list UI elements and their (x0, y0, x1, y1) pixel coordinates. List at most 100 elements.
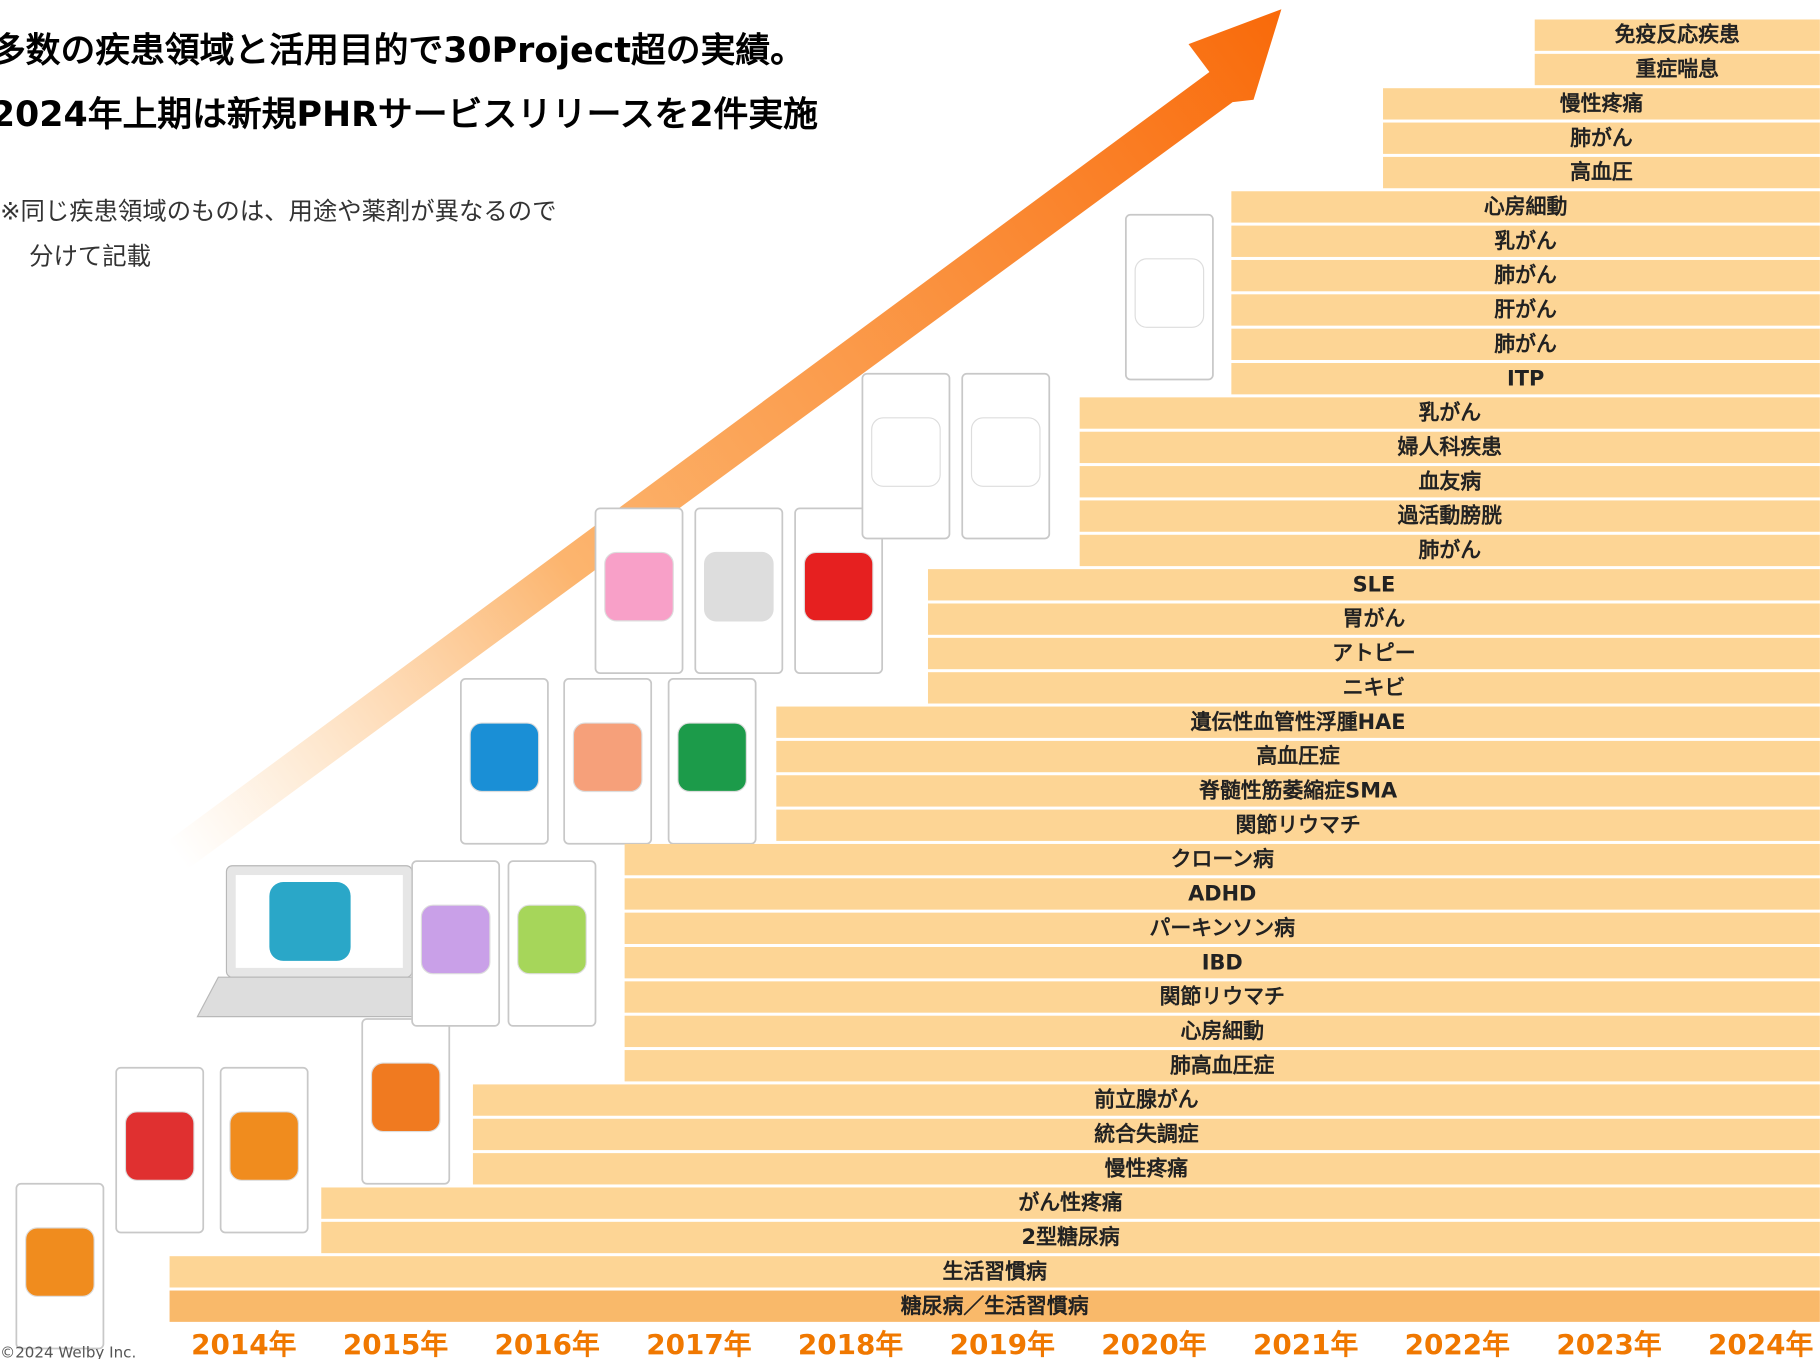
project-label: 脊髄性筋萎縮症SMA (1198, 778, 1398, 802)
project-label: SLE (1353, 572, 1396, 596)
app-icon (469, 722, 540, 793)
project-label: 関節リウマチ (1235, 813, 1360, 837)
year-label: 2018年 (798, 1328, 903, 1359)
project-label: アトピー (1332, 641, 1416, 665)
year-label: 2015年 (343, 1328, 448, 1359)
project-bar (624, 1015, 1820, 1048)
project-label: 関節リウマチ (1160, 985, 1285, 1009)
phone (361, 1018, 451, 1185)
project-bar (776, 775, 1820, 807)
growth-arrow (162, 9, 1282, 871)
app-icon (572, 722, 643, 793)
project-label: 統合失調症 (1094, 1122, 1198, 1146)
year-label: 2021年 (1253, 1328, 1358, 1359)
project-bar (927, 637, 1820, 670)
project-bar (624, 981, 1820, 1013)
project-label: 乳がん (1494, 229, 1557, 253)
app-icon (517, 904, 587, 975)
project-bar (321, 1221, 1820, 1254)
app-icon (1134, 258, 1205, 328)
project-label: 肺がん (1494, 263, 1557, 287)
phone (861, 372, 951, 540)
phone (594, 507, 684, 674)
project-label: 糖尿病／生活習慣病 (901, 1294, 1089, 1318)
project-bar (1231, 363, 1820, 395)
project-bar (1231, 259, 1820, 292)
project-bar (1383, 156, 1820, 189)
project-bar (1231, 328, 1820, 361)
project-label: 過活動膀胱 (1398, 504, 1503, 528)
project-label: 遺伝性血管性浮腫HAE (1191, 710, 1406, 734)
app-icon (871, 417, 941, 487)
project-label: 婦人科疾患 (1397, 435, 1503, 459)
year-label: 2017年 (646, 1328, 751, 1359)
year-label: 2024年 (1708, 1328, 1813, 1359)
app-icon (604, 551, 674, 622)
project-label: 前立腺がん (1094, 1088, 1198, 1112)
app-icon (704, 551, 774, 622)
title-line: 多数の疾患領域と活用目的で30Project超の実績。 (0, 30, 805, 71)
project-label: 肺高血圧症 (1170, 1053, 1274, 1077)
project-label: 重症喘息 (1636, 57, 1720, 81)
devices (15, 213, 1214, 1350)
project-label: 乳がん (1418, 401, 1481, 425)
project-bar (1231, 191, 1820, 223)
project-bar (1534, 53, 1820, 86)
phone (1124, 213, 1214, 381)
year-label: 2019年 (950, 1328, 1055, 1359)
year-label: 2014年 (191, 1328, 296, 1359)
project-label: 心房細動 (1180, 1019, 1263, 1043)
phone (507, 860, 597, 1027)
app-icon (677, 722, 747, 793)
app-icon (370, 1062, 441, 1133)
project-label: パーキンソン病 (1149, 916, 1295, 940)
phone (961, 372, 1051, 540)
project-label: 肺がん (1418, 538, 1481, 562)
note-line: 分けて記載 (29, 242, 151, 271)
project-label: 高血圧 (1570, 160, 1633, 184)
project-label: 高血圧症 (1256, 744, 1340, 768)
project-bar (1231, 294, 1820, 326)
project-label: ニキビ (1343, 675, 1406, 699)
year-label: 2016年 (495, 1328, 600, 1359)
project-bar (1383, 122, 1820, 154)
phone (219, 1066, 309, 1234)
note-line: ※同じ疾患領域のものは、用途や薬剤が異なるので (0, 196, 556, 225)
app-icon (124, 1111, 195, 1181)
title-line: 2024年上期は新規PHRサービスリリースを2件実施 (0, 95, 818, 135)
project-label: ITP (1507, 366, 1544, 390)
project-bar (472, 1084, 1820, 1116)
project-bar (1079, 431, 1820, 464)
project-label: クローン病 (1171, 847, 1274, 871)
app-icon (420, 904, 491, 975)
copyright: ©2024 Welby Inc. (0, 1344, 136, 1359)
phone (694, 507, 784, 674)
project-bar (1231, 225, 1820, 257)
year-label: 2020年 (1101, 1328, 1206, 1359)
project-bar (169, 1256, 1820, 1288)
project-label: 2型糖尿病 (1022, 1225, 1120, 1249)
project-label: 肺がん (1494, 332, 1557, 356)
project-label: 心房細動 (1484, 195, 1568, 219)
project-bar (776, 706, 1820, 738)
year-label: 2022年 (1405, 1328, 1510, 1359)
project-bar (1534, 19, 1820, 51)
phone (411, 860, 501, 1027)
laptop (196, 865, 440, 1018)
year-label: 2023年 (1556, 1328, 1661, 1359)
project-bar (624, 878, 1820, 910)
app-icon (970, 417, 1041, 487)
project-bar (472, 1153, 1820, 1185)
app-icon (803, 551, 874, 622)
project-bar (927, 603, 1820, 635)
project-bar (624, 1050, 1820, 1082)
project-bar (1079, 534, 1820, 567)
phone (115, 1066, 205, 1234)
project-bar (624, 947, 1820, 979)
project-label: 血友病 (1418, 469, 1481, 493)
project-bar (1079, 397, 1820, 429)
project-label: がん性疼痛 (1018, 1191, 1122, 1215)
